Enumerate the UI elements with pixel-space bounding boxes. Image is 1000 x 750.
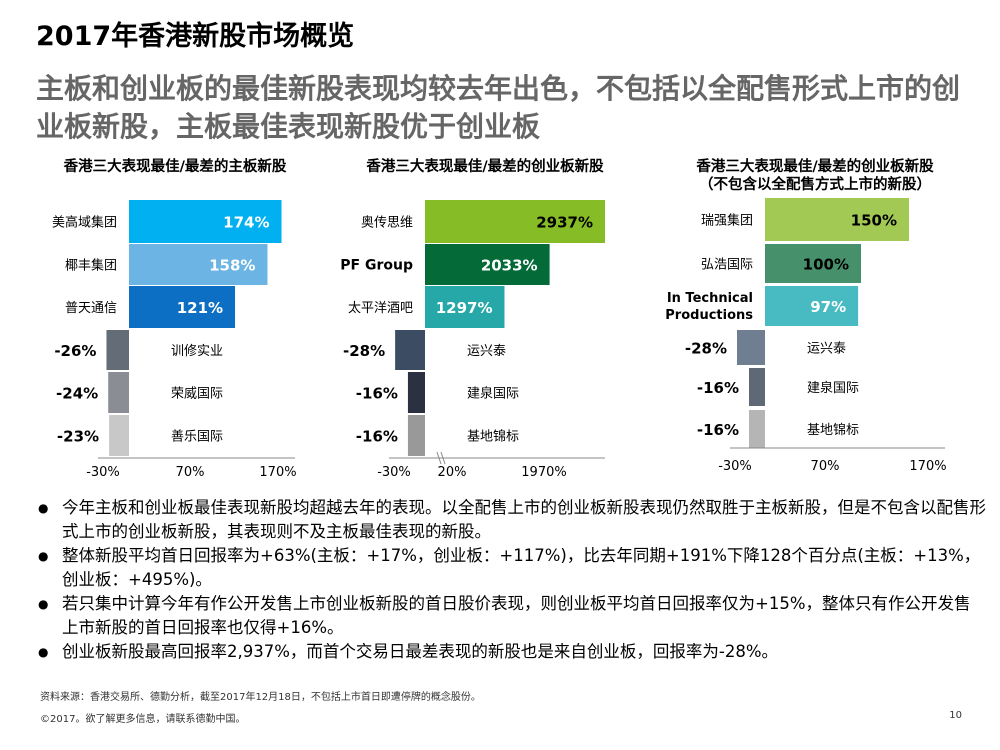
category-label: 普天通信 <box>65 301 117 316</box>
bar <box>407 415 425 456</box>
bullet-item: 整体新股平均首日回报率为+63%(主板：+17%，创业板：+117%)，比去年同… <box>36 544 986 592</box>
slide-subtitle: 主板和创业板的最佳新股表现均较去年出色，不包括以全配售形式上市的创业板新股，主板… <box>36 72 961 143</box>
bullet-list: 今年主板和创业板最佳表现新股均超越去年的表现。以全配售上市的创业板新股表现仍然取… <box>36 496 986 664</box>
category-label: In Technical <box>667 291 753 306</box>
bar <box>749 368 765 406</box>
data-label: 97% <box>810 298 846 316</box>
tick-label: -30% <box>718 459 752 474</box>
bar <box>129 244 268 285</box>
category-label: 奥传思维 <box>361 216 413 231</box>
bullet-item: 创业板新股最高回报率2,937%，而首个交易日最差表现的新股也是来自创业板，回报… <box>36 640 986 664</box>
bar <box>109 415 129 456</box>
tick-label: 70% <box>176 465 205 480</box>
tick-label: -30% <box>377 465 411 480</box>
bullet-item: 今年主板和创业板最佳表现新股均超越去年的表现。以全配售上市的创业板新股表现仍然取… <box>36 496 986 544</box>
category-label: 运兴泰 <box>807 342 846 357</box>
category-label: 弘浩国际 <box>701 258 753 273</box>
category-label: 太平洋酒吧 <box>348 301 413 316</box>
data-label: 2937% <box>536 214 593 232</box>
category-label: PF Group <box>340 258 413 274</box>
data-label: -16% <box>356 428 398 446</box>
data-label: 1297% <box>436 299 493 317</box>
data-label: -23% <box>57 428 99 446</box>
category-label: Productions <box>665 308 753 323</box>
page-number: 10 <box>949 710 962 721</box>
category-label: 建泉国际 <box>807 380 859 396</box>
tick-label: -30% <box>86 465 120 480</box>
axis-break <box>440 451 446 465</box>
category-label: 训修实业 <box>171 344 223 359</box>
category-label: 瑞强集团 <box>701 213 753 229</box>
data-label: 150% <box>851 212 897 230</box>
bar <box>108 372 129 413</box>
chart-title: 香港三大表现最佳/最差的创业板新股 （不包含以全配售方式上市的新股） <box>655 158 975 194</box>
tick-label: 1970% <box>521 465 566 480</box>
axis-break <box>436 451 442 465</box>
category-label: 基地锦标 <box>807 423 859 438</box>
bullet-item: 若只集中计算今年有作公开发售上市创业板新股的首日股价表现，则创业板平均首日回报率… <box>36 592 986 640</box>
category-label: 基地锦标 <box>467 430 519 445</box>
source-note: 资料来源：香港交易所、德勤分析，截至2017年12月18日，不包括上市首日即遭停… <box>40 692 481 703</box>
tick-label: 170% <box>909 459 946 474</box>
chart-svg: 瑞强集团 150% 弘浩国际 100% In Technical Productions 9… <box>665 198 947 474</box>
bar <box>407 372 425 413</box>
chart-title: 香港三大表现最佳/最差的主板新股 <box>63 159 287 175</box>
data-label: 121% <box>177 299 223 317</box>
tick-label: 170% <box>259 465 296 480</box>
data-label: 158% <box>209 257 255 275</box>
bar <box>425 286 505 328</box>
data-label: -26% <box>54 342 96 360</box>
category-label: 椰丰集团 <box>65 258 117 274</box>
bar <box>765 198 909 241</box>
tick-label: 20% <box>438 465 467 480</box>
data-label: -28% <box>685 340 727 358</box>
tick-label: 70% <box>811 459 840 474</box>
data-label: -24% <box>56 385 98 403</box>
category-label: 善乐国际 <box>171 429 223 445</box>
chart-title: 香港三大表现最佳/最差的创业板新股 <box>366 159 604 175</box>
chart-svg: 奥传思维 2937% PF Group 2033% 太平洋酒吧 1297% -28% 运兴泰 -… <box>340 200 605 480</box>
bar <box>129 200 282 243</box>
chart-title-line: （不包含以全配售方式上市的新股） <box>699 177 931 193</box>
chart-main-board: 香港三大表现最佳/最差的主板新股 美高域集团 174% 椰丰集团 158% 普天通信 12… <box>30 158 320 488</box>
data-label: 174% <box>223 214 269 232</box>
bar <box>749 410 765 448</box>
data-label: -16% <box>697 379 739 397</box>
chart-gem-board-excl-placing: 香港三大表现最佳/最差的创业板新股 （不包含以全配售方式上市的新股） 瑞强集团 1… <box>655 158 975 488</box>
category-label: 建泉国际 <box>467 386 519 402</box>
category-label: 运兴泰 <box>467 344 506 359</box>
category-label: 荣威国际 <box>171 387 223 402</box>
chart-gem-board: 香港三大表现最佳/最差的创业板新股 奥传思维 2937% PF Group 2033%… <box>320 158 650 488</box>
bar <box>737 330 765 365</box>
category-label: 美高域集团 <box>52 215 117 231</box>
slide-title: 2017年香港新股市场概览 <box>36 21 355 52</box>
bar <box>395 330 425 370</box>
chart-title-line: 香港三大表现最佳/最差的创业板新股 <box>696 159 934 175</box>
bar <box>106 330 129 370</box>
bar <box>765 244 861 283</box>
chart-svg: 美高域集团 174% 椰丰集团 158% 普天通信 121% -26% 训修实业 -24% 荣威国… <box>52 200 297 480</box>
copyright-note: ©2017。欲了解更多信息，请联系德勤中国。 <box>40 714 246 725</box>
bar <box>425 200 605 243</box>
bar <box>765 286 859 326</box>
bar <box>425 244 550 285</box>
data-label: -16% <box>356 385 398 403</box>
data-label: -16% <box>697 421 739 439</box>
data-label: 100% <box>803 256 849 274</box>
bar <box>129 286 236 328</box>
data-label: 2033% <box>481 257 538 275</box>
data-label: -28% <box>343 342 385 360</box>
